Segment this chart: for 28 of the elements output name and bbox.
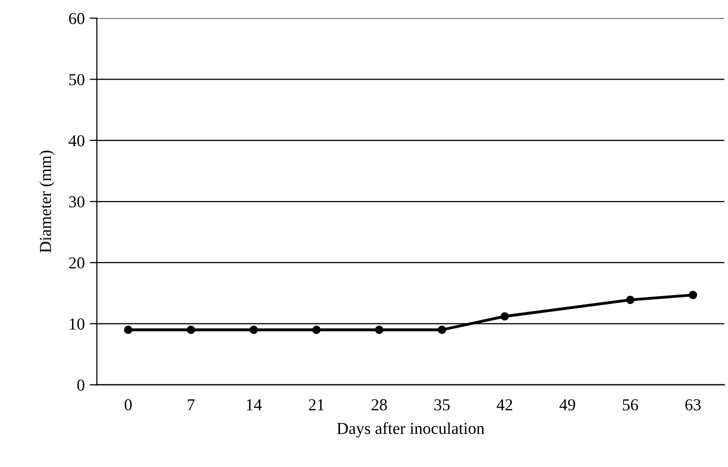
x-axis-title: Days after inoculation <box>337 422 484 438</box>
x-tick-label: 7 <box>188 399 195 410</box>
x-tick-label: 35 <box>434 399 450 410</box>
x-tick-label: 14 <box>246 399 262 410</box>
y-tick-label: 20 <box>69 257 84 269</box>
point <box>186 326 196 334</box>
y-tick-label: 30 <box>69 196 84 208</box>
x-tick-label: 28 <box>372 399 387 410</box>
point <box>124 326 132 334</box>
point <box>438 326 446 334</box>
y-tick-label: 10 <box>70 318 84 330</box>
y-tick-label: 0 <box>77 380 84 391</box>
point <box>688 290 698 300</box>
x-tick-label: 56 <box>622 399 638 410</box>
x-tick-label: 21 <box>308 399 324 410</box>
x-tick-label: 49 <box>559 399 576 410</box>
point <box>375 326 384 334</box>
y-tick-label: 40 <box>68 135 84 146</box>
y-tick-label: 50 <box>69 74 84 86</box>
point <box>626 296 634 304</box>
x-tick-label: 42 <box>496 399 512 410</box>
point <box>500 312 509 321</box>
y-axis-title: Diameter (mm) <box>39 150 54 253</box>
y-tick-label: 60 <box>69 12 84 24</box>
point <box>312 326 321 334</box>
x-tick-label: 63 <box>685 399 701 410</box>
point <box>250 326 258 334</box>
x-tick-label: 0 <box>124 399 132 410</box>
